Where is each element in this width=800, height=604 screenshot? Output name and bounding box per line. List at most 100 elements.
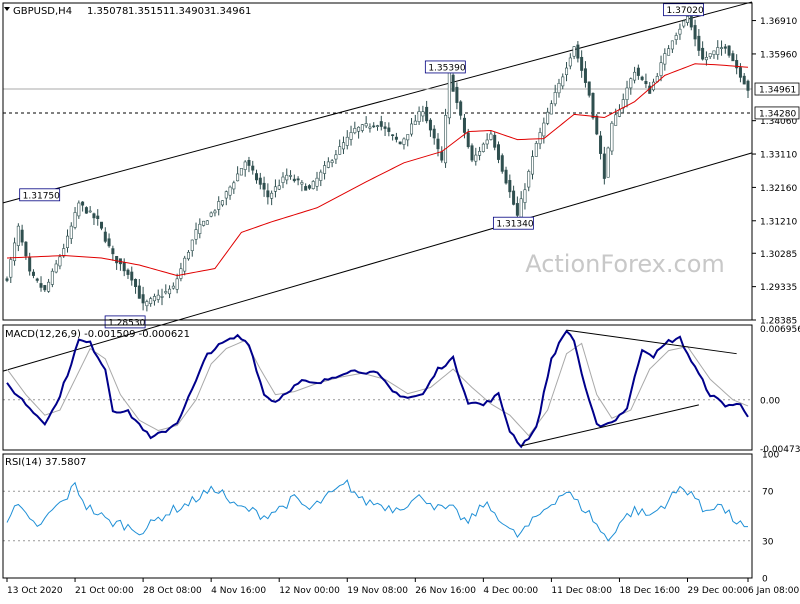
candle-body: [576, 44, 580, 59]
candle-body: [686, 16, 690, 23]
candle-body: [137, 285, 141, 299]
candle-body: [478, 151, 482, 156]
candle-body: [508, 180, 512, 193]
candle-body: [557, 82, 561, 94]
candle-body: [591, 92, 595, 119]
candle-body: [678, 28, 682, 35]
candle-body: [493, 134, 497, 148]
price-tick-label: 1.31210: [760, 217, 797, 227]
collapse-arrow-icon[interactable]: [4, 7, 10, 11]
price-tick-label: 1.29335: [760, 283, 797, 293]
price-annotation-box: [492, 216, 534, 230]
candle-body: [236, 173, 240, 182]
candle-body: [220, 200, 224, 206]
candle-body: [720, 47, 724, 49]
candle-body: [273, 186, 277, 192]
price-tick-label: 1.32160: [760, 184, 797, 194]
candle-body: [602, 153, 606, 179]
price-annotation-label: 1.35390: [428, 63, 465, 73]
candle-body: [307, 185, 311, 189]
candle-body: [455, 86, 459, 103]
macd-tick-label: -0.004736: [760, 445, 800, 455]
candle-body: [353, 128, 357, 134]
candle-body: [326, 161, 330, 168]
candle-body: [194, 229, 198, 240]
candle-body: [24, 241, 28, 257]
price-annotation-label: 1.31750: [23, 191, 60, 201]
rsi-tick-label: 100: [762, 451, 779, 461]
candle-body: [205, 220, 209, 225]
price-tick-label: 1.36910: [760, 17, 797, 27]
candle-body: [111, 248, 115, 255]
candle-body: [334, 154, 338, 160]
macd-trendline: [566, 329, 737, 355]
candle-body: [561, 76, 565, 87]
sma-line: [6, 63, 749, 277]
candle-body: [255, 173, 259, 181]
candle-body: [610, 122, 614, 152]
time-tick-label: 26 Nov 16:00: [415, 586, 476, 596]
candle-body: [5, 278, 9, 281]
candle-body: [625, 87, 629, 100]
candle-body: [65, 235, 69, 248]
rsi-tick-label: 30: [762, 537, 774, 547]
candle-body: [689, 14, 693, 28]
time-tick-label: 4 Dec 00:00: [483, 586, 538, 596]
axis-price-box: [754, 106, 800, 120]
candle-body: [704, 57, 708, 61]
candle-body: [277, 185, 281, 190]
candle-body: [372, 125, 376, 128]
candle-body: [614, 114, 618, 126]
candle-body: [360, 124, 364, 131]
candle-body: [410, 123, 414, 135]
candle-body: [670, 40, 674, 50]
axis-price-label: 1.34961: [759, 86, 796, 96]
candle-body: [69, 225, 73, 239]
rsi-title: RSI(14) 37.5807: [5, 457, 86, 468]
candle-body: [247, 159, 251, 166]
candle-body: [16, 225, 20, 246]
candle-body: [474, 154, 478, 162]
macd-title: MACD(12,26,9) -0.001509 -0.000621: [5, 329, 190, 340]
rsi-axis: 100 70 30 0: [762, 451, 779, 585]
candle-body: [296, 178, 300, 181]
candle-body: [209, 212, 213, 217]
macd-axis: 0.006956 0.00 -0.004736: [760, 325, 800, 455]
candle-body: [701, 47, 705, 60]
macd-panel-frame: [2, 324, 753, 451]
candle-body: [300, 182, 304, 185]
macd-panel: 0.006956 0.00 -0.004736 MACD(12,26,9) -0.0…: [3, 325, 800, 455]
macd-signal-line: [6, 339, 749, 437]
candle-body: [531, 156, 535, 175]
candle-body: [731, 53, 735, 62]
candle-body: [183, 257, 187, 272]
candle-body: [122, 262, 126, 272]
price-tick-label: 1.33110: [760, 151, 797, 161]
candle-body: [440, 151, 444, 161]
candle-body: [228, 186, 232, 196]
candle-body: [580, 56, 584, 71]
candle-body: [323, 165, 327, 174]
candle-body: [379, 121, 383, 127]
candle-body: [572, 46, 576, 57]
axis-price-box: [754, 82, 800, 96]
candle-body: [538, 132, 542, 145]
candle-body: [130, 271, 134, 281]
candle-body: [149, 298, 153, 304]
candle-body: [266, 190, 270, 198]
macd-tick-label: 0.006956: [760, 325, 800, 335]
candle-body: [542, 122, 546, 137]
candle-body: [682, 20, 686, 27]
candle-body: [270, 192, 274, 199]
candle-body: [141, 294, 145, 304]
candle-body: [534, 143, 538, 157]
candle-body: [447, 71, 451, 119]
candle-body: [413, 120, 417, 125]
candle-body: [103, 231, 107, 242]
candle-body: [198, 223, 202, 234]
candle-body: [54, 263, 58, 273]
candle-body: [292, 178, 296, 182]
candle-body: [202, 220, 206, 226]
candle-body: [402, 138, 406, 145]
